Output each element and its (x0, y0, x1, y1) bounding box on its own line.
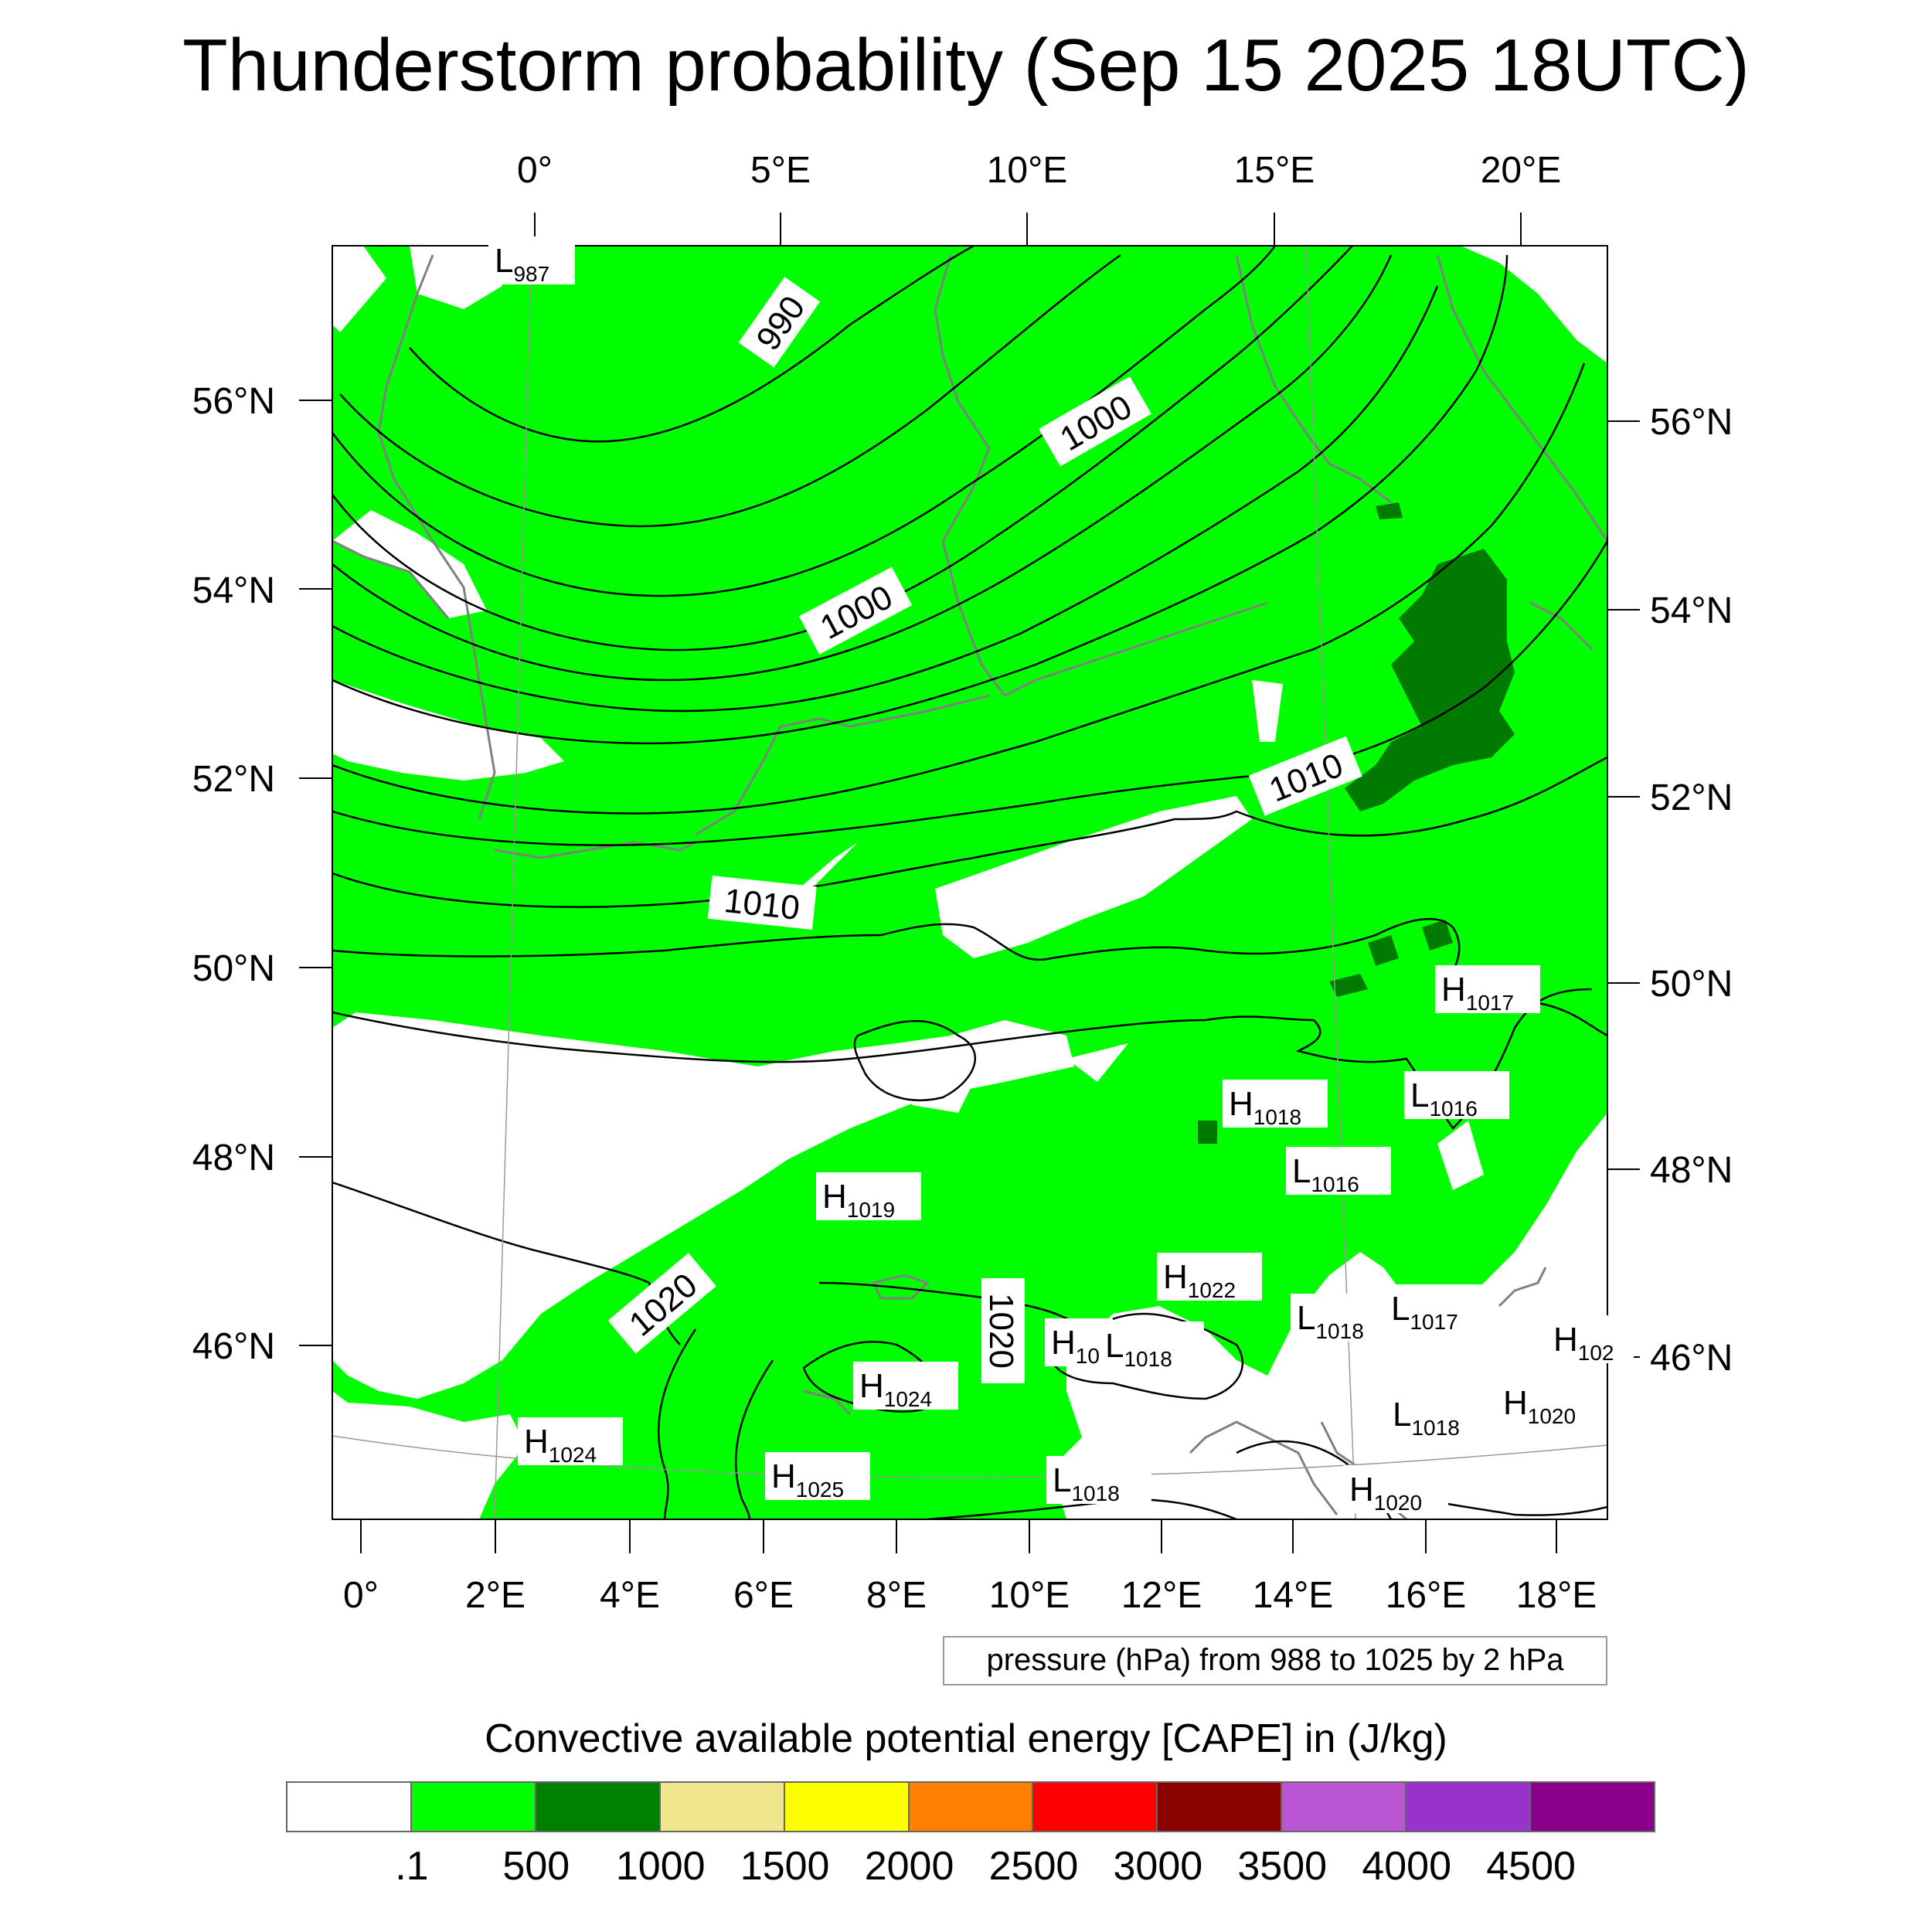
high-pressure-marker: H1017 (1435, 965, 1540, 1015)
bottom-lon-label: 6°E (733, 1575, 794, 1616)
colorbar-label: 4500 (1486, 1844, 1576, 1889)
right-lat-label: 56°N (1650, 402, 1733, 443)
high-pressure-marker: H1018 (1223, 1080, 1328, 1129)
pressure-center-label: H102 (1553, 1321, 1614, 1365)
bottom-lon-label: 16°E (1386, 1575, 1467, 1616)
pressure-center-label: L1018 (1393, 1396, 1460, 1440)
high-pressure-marker: H1025 (765, 1452, 870, 1502)
pressure-center-label: H1024 (859, 1367, 932, 1411)
top-lon-label: 15°E (1234, 150, 1315, 191)
pressure-center-label: H1019 (822, 1178, 895, 1222)
colorbar-label: 2500 (988, 1844, 1079, 1889)
top-lon-label: 5°E (750, 150, 811, 191)
colorbar-labels: .1 500 1000 1500 2000 2500 3000 3500 4000 4500 (0, 1843, 1932, 1897)
low-pressure-marker: L1018 (1386, 1390, 1492, 1440)
isobar-label: 1020 (982, 1293, 1020, 1369)
pressure-center-label: H1018 (1229, 1085, 1301, 1129)
pressure-center-label: H1022 (1163, 1258, 1236, 1302)
pressure-note: pressure (hPa) from 988 to 1025 by 2 hPa (943, 1636, 1607, 1685)
pressure-center-label: L1017 (1391, 1290, 1458, 1334)
colorbar-swatch (1032, 1781, 1158, 1832)
right-lat-label: 50°N (1650, 964, 1733, 1005)
left-lat-label: 46°N (192, 1326, 275, 1367)
pressure-center-label: H1020 (1503, 1384, 1576, 1428)
top-lon-label: 0° (517, 150, 553, 191)
pressure-center-label: L1018 (1297, 1299, 1364, 1343)
bottom-lon-label: 14°E (1253, 1575, 1334, 1616)
right-lat-label: 54°N (1650, 590, 1733, 631)
colorbar-label: 3500 (1237, 1844, 1328, 1889)
right-lat-label: 48°N (1650, 1150, 1733, 1191)
colorbar-label: 3000 (1113, 1844, 1203, 1889)
colorbar-swatch (286, 1781, 412, 1832)
low-pressure-marker: L1018 (1046, 1456, 1151, 1505)
right-lat-label: 52°N (1650, 777, 1733, 818)
bottom-lon-label: 8°E (866, 1575, 927, 1616)
left-lat-label: 54°N (192, 570, 275, 611)
colorbar-swatch (1529, 1781, 1655, 1832)
bottom-lon-label: 0° (343, 1575, 379, 1616)
colorbar-label: 4000 (1362, 1844, 1452, 1889)
colorbar-swatch (907, 1781, 1034, 1832)
high-pressure-marker: H102 (1547, 1315, 1634, 1365)
pressure-center-label: H10 (1051, 1324, 1100, 1368)
top-lon-label: 10°E (987, 150, 1068, 191)
low-pressure-marker: L1016 (1286, 1147, 1391, 1196)
colorbar (286, 1781, 1655, 1832)
isobar-label: 1010 (723, 882, 801, 927)
high-pressure-marker: H1020 (1497, 1379, 1602, 1428)
colorbar-label: 1500 (740, 1844, 830, 1889)
bottom-lon-label: 12°E (1121, 1575, 1202, 1616)
low-pressure-marker: L1017 (1385, 1284, 1490, 1334)
high-pressure-marker: H1020 (1343, 1465, 1448, 1515)
pressure-center-label: L1016 (1292, 1152, 1359, 1196)
low-pressure-marker: L1016 (1404, 1071, 1509, 1121)
bottom-lon-label: 4°E (600, 1575, 660, 1616)
colorbar-swatch (534, 1781, 661, 1832)
colorbar-label: .1 (395, 1844, 429, 1889)
left-lat-label: 48°N (192, 1138, 275, 1179)
colorbar-swatch (1156, 1781, 1283, 1832)
bottom-lon-label: 18°E (1516, 1575, 1597, 1616)
low-pressure-marker: L987 (488, 236, 575, 286)
colorbar-swatch (410, 1781, 536, 1832)
top-lon-label: 20°E (1481, 150, 1562, 191)
pressure-center-label: H1020 (1349, 1471, 1422, 1515)
colorbar-title: Convective available potential energy [C… (485, 1716, 1447, 1761)
high-pressure-marker: H1022 (1157, 1253, 1262, 1302)
pressure-center-label: L1018 (1105, 1327, 1172, 1371)
colorbar-swatch (1405, 1781, 1532, 1832)
left-lat-label: 52°N (192, 759, 275, 800)
high-pressure-marker: H1024 (853, 1362, 958, 1411)
high-pressure-marker: H1024 (518, 1417, 623, 1467)
bottom-lon-label: 2°E (465, 1575, 526, 1616)
low-pressure-marker: L1018 (1291, 1294, 1396, 1343)
left-lat-label: 50°N (192, 948, 275, 989)
pressure-center-label: L987 (495, 242, 549, 286)
right-lat-label: 46°N (1650, 1338, 1733, 1379)
colorbar-label: 500 (502, 1844, 570, 1889)
colorbar-label: 1000 (615, 1844, 706, 1889)
axis-ticks (299, 213, 1640, 1553)
pressure-center-label: L1018 (1053, 1461, 1120, 1505)
chart-title: Thunderstorm probability (Sep 15 2025 18… (182, 24, 1750, 107)
colorbar-swatch (783, 1781, 910, 1832)
colorbar-swatch (1281, 1781, 1407, 1832)
pressure-center-label: H1025 (771, 1458, 844, 1502)
left-lat-label: 56°N (192, 381, 275, 422)
pressure-center-label: H1024 (524, 1423, 597, 1467)
pressure-center-label: H1017 (1441, 971, 1514, 1015)
cape-500-1000-regions (1198, 502, 1515, 1144)
high-pressure-marker: H1019 (816, 1172, 921, 1222)
bottom-lon-label: 10°E (989, 1575, 1070, 1616)
low-pressure-marker: L1018 (1099, 1321, 1204, 1371)
colorbar-label: 2000 (864, 1844, 954, 1889)
colorbar-swatch (658, 1781, 785, 1832)
pressure-center-label: L1016 (1410, 1077, 1478, 1121)
map-frame (332, 245, 1608, 1520)
